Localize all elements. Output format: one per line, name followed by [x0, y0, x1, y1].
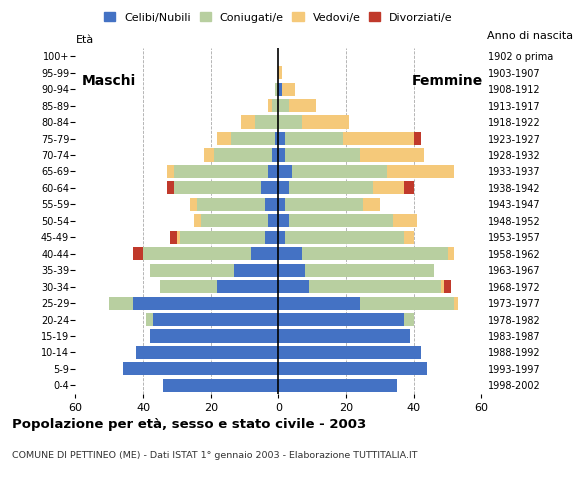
Bar — [271, 99, 278, 112]
Bar — [278, 264, 306, 277]
Bar — [265, 231, 278, 244]
Bar — [146, 313, 153, 326]
Bar — [201, 214, 268, 228]
Bar — [278, 297, 360, 310]
Bar — [170, 231, 177, 244]
Bar — [404, 313, 414, 326]
Bar — [302, 247, 448, 260]
Bar — [234, 264, 278, 277]
Bar — [343, 132, 414, 145]
Bar — [278, 247, 302, 260]
Bar — [241, 116, 255, 129]
Bar — [302, 116, 349, 129]
Bar — [278, 214, 288, 228]
Bar — [265, 198, 278, 211]
Bar — [190, 198, 197, 211]
Bar — [441, 280, 444, 293]
Bar — [166, 165, 173, 178]
Bar — [143, 247, 251, 260]
Bar — [150, 329, 278, 343]
Bar — [404, 181, 414, 194]
Bar — [204, 148, 214, 162]
Bar — [278, 231, 285, 244]
Bar — [278, 165, 292, 178]
Bar — [278, 379, 397, 392]
Bar — [448, 247, 454, 260]
Bar — [278, 66, 282, 79]
Bar — [278, 83, 282, 96]
Bar — [387, 165, 454, 178]
Bar — [292, 165, 387, 178]
Bar — [373, 181, 404, 194]
Bar — [278, 313, 404, 326]
Bar — [153, 313, 278, 326]
Legend: Celibi/Nubili, Coniugati/e, Vedovi/e, Divorziati/e: Celibi/Nubili, Coniugati/e, Vedovi/e, Di… — [104, 12, 453, 23]
Bar — [197, 198, 265, 211]
Text: Popolazione per età, sesso e stato civile - 2003: Popolazione per età, sesso e stato civil… — [12, 418, 366, 431]
Bar — [268, 165, 278, 178]
Bar — [231, 132, 275, 145]
Bar — [278, 148, 285, 162]
Bar — [180, 231, 265, 244]
Bar — [275, 83, 278, 96]
Text: Età: Età — [75, 35, 93, 45]
Bar — [123, 362, 278, 375]
Bar — [278, 132, 285, 145]
Bar — [164, 379, 278, 392]
Bar — [306, 264, 434, 277]
Bar — [275, 132, 278, 145]
Bar — [278, 99, 288, 112]
Bar — [309, 280, 441, 293]
Bar — [285, 231, 404, 244]
Text: Anno di nascita: Anno di nascita — [487, 31, 573, 41]
Bar — [414, 132, 420, 145]
Bar — [136, 346, 278, 359]
Text: Femmine: Femmine — [412, 74, 483, 88]
Bar — [133, 247, 143, 260]
Bar — [262, 181, 278, 194]
Bar — [278, 198, 285, 211]
Bar — [363, 198, 380, 211]
Bar — [285, 148, 360, 162]
Bar — [404, 231, 414, 244]
Bar — [278, 181, 288, 194]
Bar — [278, 346, 420, 359]
Bar — [285, 198, 363, 211]
Bar — [218, 132, 231, 145]
Bar — [282, 83, 295, 96]
Bar — [271, 148, 278, 162]
Bar — [288, 181, 373, 194]
Text: Maschi: Maschi — [82, 74, 136, 88]
Bar — [160, 280, 218, 293]
Bar — [444, 280, 451, 293]
Text: COMUNE DI PETTINEO (ME) - Dati ISTAT 1° gennaio 2003 - Elaborazione TUTTITALIA.I: COMUNE DI PETTINEO (ME) - Dati ISTAT 1° … — [12, 451, 417, 460]
Bar — [133, 297, 278, 310]
Bar — [251, 247, 278, 260]
Bar — [360, 297, 454, 310]
Bar — [268, 214, 278, 228]
Bar — [194, 214, 201, 228]
Bar — [173, 181, 262, 194]
Bar — [109, 297, 133, 310]
Bar — [278, 116, 302, 129]
Bar — [288, 214, 393, 228]
Bar — [214, 148, 271, 162]
Bar — [173, 165, 268, 178]
Bar — [360, 148, 424, 162]
Bar — [268, 99, 271, 112]
Bar — [278, 362, 427, 375]
Bar — [288, 99, 316, 112]
Bar — [177, 231, 180, 244]
Bar — [218, 280, 278, 293]
Bar — [285, 132, 343, 145]
Bar — [255, 116, 278, 129]
Bar — [454, 297, 458, 310]
Bar — [166, 181, 173, 194]
Bar — [278, 329, 410, 343]
Bar — [150, 264, 234, 277]
Bar — [393, 214, 417, 228]
Bar — [278, 280, 309, 293]
